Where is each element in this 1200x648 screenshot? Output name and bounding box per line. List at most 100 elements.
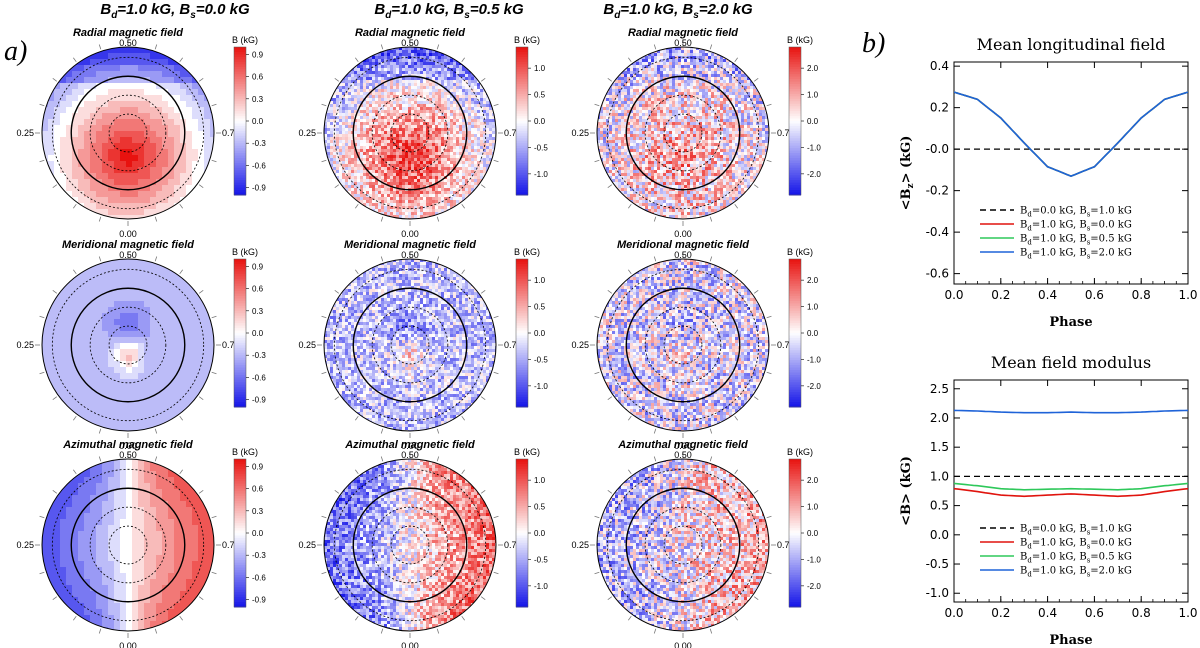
phase-tick xyxy=(334,490,340,494)
map-rim xyxy=(41,258,215,432)
phase-tick xyxy=(39,515,45,519)
x-axis-label: Phase xyxy=(1049,633,1092,648)
phase-label-top: 0.50 xyxy=(401,38,419,48)
latitude-circle xyxy=(89,94,167,172)
colorbar-tick-label: 1.0 xyxy=(534,476,546,485)
phase-label-right: 0.75 xyxy=(777,540,795,550)
phase-tick xyxy=(154,428,158,434)
map-rim xyxy=(596,458,770,632)
colorbar-tick-label: 0.5 xyxy=(534,303,546,312)
column-header-3: Bd=1.0 kG, Bs=2.0 kG xyxy=(603,1,753,21)
colorbar-tick-label: -0.9 xyxy=(252,396,266,405)
colorbar-tick-label: 0.3 xyxy=(252,507,264,516)
phase-tick xyxy=(154,256,158,262)
map-title: Radial magnetic field xyxy=(355,27,465,39)
map-title: Meridional magnetic field xyxy=(344,239,476,251)
colorbar-tick-label: -0.5 xyxy=(534,555,548,564)
phase-tick xyxy=(198,184,204,188)
colorbar-title: B (kG) xyxy=(514,247,540,257)
colorbar-tick-label: 0.0 xyxy=(534,529,546,538)
x-tick-label: 0.4 xyxy=(1038,606,1057,620)
phase-tick xyxy=(628,615,632,621)
map-title: Azimuthal magnetic field xyxy=(617,439,748,451)
phase-label-right: 0.75 xyxy=(504,340,522,350)
phase-label-left: 0.25 xyxy=(298,540,316,550)
colorbar: B (kG) 2.0 1.0 0.0 -1.0 -2.0 xyxy=(787,35,821,196)
phase-tick xyxy=(753,490,759,494)
phase-tick xyxy=(98,628,102,634)
phase-tick xyxy=(461,469,465,475)
y-tick-label: 0.4 xyxy=(930,59,949,73)
phase-tick xyxy=(653,428,657,434)
phase-tick xyxy=(355,203,359,209)
phase-label-bottom: 0.00 xyxy=(119,641,137,648)
latitude-circle xyxy=(51,56,205,210)
plot-title: Mean field modulus xyxy=(991,353,1151,372)
colorbar: B (kG) 1.0 0.5 0.0 -0.5 -1.0 xyxy=(514,247,548,408)
colorbar-tick-label: 0.0 xyxy=(807,117,819,126)
latitude-circle xyxy=(371,506,449,584)
phase-tick xyxy=(594,159,600,163)
y-tick-label: 2.5 xyxy=(930,382,949,396)
phase-tick xyxy=(321,571,327,575)
phase-tick xyxy=(98,456,102,462)
series-line-3 xyxy=(954,482,1188,491)
phase-tick xyxy=(594,515,600,519)
phase-tick xyxy=(380,428,384,434)
colorbar-title: B (kG) xyxy=(514,447,540,457)
phase-label-right: 0.75 xyxy=(222,340,240,350)
colorbar-tick-label: -2.0 xyxy=(807,382,821,391)
phase-tick xyxy=(98,44,102,50)
colorbar-tick-label: -2.0 xyxy=(807,170,821,179)
colorbar-tick-label: -1.0 xyxy=(807,555,821,564)
series-line-2 xyxy=(954,91,1188,177)
latitude-circle xyxy=(606,56,760,210)
series-line-4 xyxy=(954,91,1188,177)
phase-tick xyxy=(211,371,217,375)
phase-tick xyxy=(607,396,613,400)
colorbar-tick-label: 1.0 xyxy=(807,91,819,100)
phase-tick xyxy=(734,203,738,209)
latitude-circle xyxy=(644,306,722,384)
latitude-circle xyxy=(108,113,148,153)
phase-tick xyxy=(73,269,77,275)
phase-tick xyxy=(734,469,738,475)
phase-tick xyxy=(480,596,486,600)
phase-tick xyxy=(380,216,384,222)
phase-tick xyxy=(480,78,486,82)
map-title: Meridional magnetic field xyxy=(617,239,749,251)
phase-tick xyxy=(179,469,183,475)
phase-tick xyxy=(334,596,340,600)
phase-tick xyxy=(493,159,499,163)
phase-label-right: 0.75 xyxy=(222,540,240,550)
map-pixels xyxy=(597,459,769,631)
colorbar-tick-label: -1.0 xyxy=(807,355,821,364)
phase-tick xyxy=(594,103,600,107)
colorbar: B (kG) 2.0 1.0 0.0 -1.0 -2.0 xyxy=(787,447,821,608)
colorbar-tick-label: -1.0 xyxy=(807,143,821,152)
legend-entry: Bd=1.0 kG, Bs=0.0 kG xyxy=(1020,220,1132,233)
map-pixels xyxy=(324,459,496,631)
phase-label-bottom: 0.00 xyxy=(401,229,419,239)
phase-label-left: 0.25 xyxy=(571,540,589,550)
phase-tick xyxy=(709,428,713,434)
colorbar-tick-label: 2.0 xyxy=(807,476,819,485)
map-rim xyxy=(323,458,497,632)
phase-tick xyxy=(493,103,499,107)
phase-tick xyxy=(628,269,632,275)
svg-text:Bd=1.0 kG, Bs=2.0 kG: Bd=1.0 kG, Bs=2.0 kG xyxy=(603,1,753,21)
x-tick-label: 0.6 xyxy=(1085,606,1104,620)
phase-label-right: 0.75 xyxy=(777,340,795,350)
colorbar-title: B (kG) xyxy=(787,35,813,45)
phase-tick xyxy=(753,78,759,82)
colorbar-tick-label: 0.6 xyxy=(252,73,264,82)
phase-tick xyxy=(52,396,58,400)
x-tick-label: 0.2 xyxy=(991,288,1010,302)
phase-tick xyxy=(73,415,77,421)
phase-tick xyxy=(607,184,613,188)
colorbar-tick-label: 1.0 xyxy=(807,303,819,312)
legend-entry: Bd=1.0 kG, Bs=2.0 kG xyxy=(1020,248,1132,261)
